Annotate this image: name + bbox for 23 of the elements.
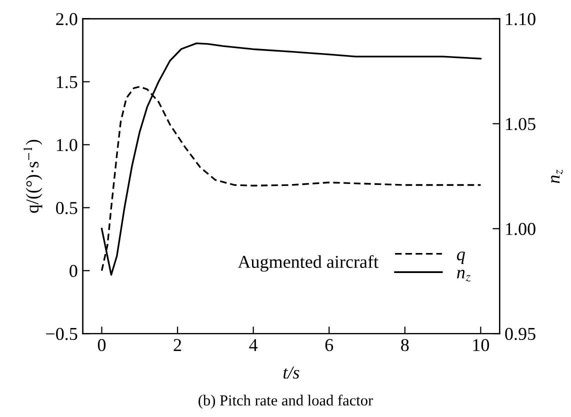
x-tick-label: 2 xyxy=(174,339,182,351)
x-tick-label: 4 xyxy=(249,339,258,351)
legend-label: q xyxy=(456,252,465,264)
y-tick-label: −0.5 xyxy=(46,328,78,340)
y-tick-label: 0.5 xyxy=(56,202,78,214)
x-tick-label: 8 xyxy=(401,338,409,352)
x-tick-label: 6 xyxy=(325,339,334,352)
y-tick-label: 0 xyxy=(70,264,78,278)
y2-axis-title: n$_{z}$ xyxy=(551,170,563,184)
text: (b) Pitch rate and load factor xyxy=(198,394,373,409)
x-axis-title: t/s xyxy=(283,366,300,379)
y-axis-title: q/((°)·s$^{−1}$) xyxy=(23,140,42,213)
legend-title: Augmented aircraft xyxy=(238,255,378,272)
y-tick-label: 2.0 xyxy=(56,13,78,26)
y-tick-label: 1.0 xyxy=(56,138,78,152)
legend-label: n$_{z}$ xyxy=(457,270,471,282)
x-tick-label: 0 xyxy=(98,338,106,352)
y2-tick-label: 0.95 xyxy=(505,328,536,340)
y2-tick-label: 1.05 xyxy=(506,118,536,130)
y-tick-label: 1.5 xyxy=(56,76,78,88)
y2-tick-label: 1.00 xyxy=(506,222,536,236)
y2-tick-label: 1.10 xyxy=(506,13,536,26)
x-tick-label: 10 xyxy=(473,338,490,352)
